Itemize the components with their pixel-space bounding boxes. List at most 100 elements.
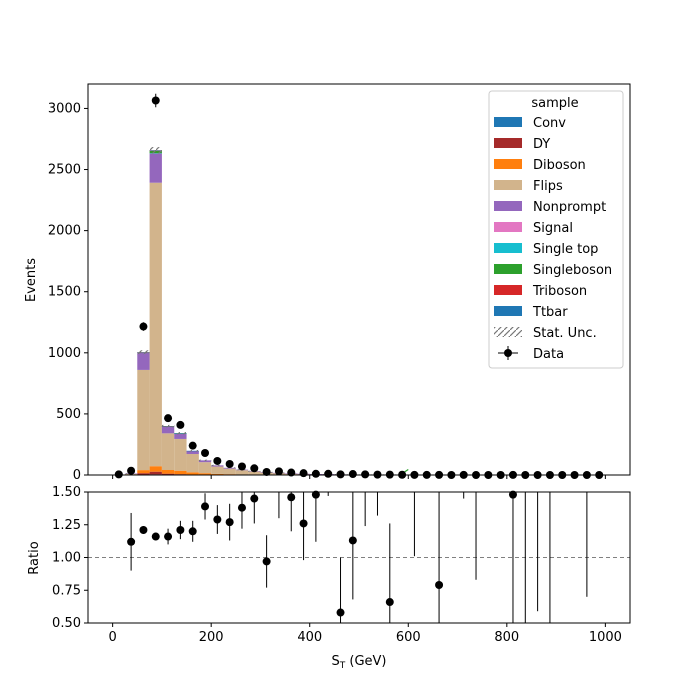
legend-entry-triboson: Triboson (494, 284, 587, 299)
legend-label: Data (533, 347, 564, 362)
bar-nonprompt (149, 153, 162, 183)
legend-swatch (494, 243, 522, 253)
legend-label: Flips (533, 179, 563, 194)
series-single-top (149, 153, 162, 154)
ratio-point (508, 490, 517, 499)
bar-flips (137, 369, 150, 471)
legend-label: Stat. Unc. (533, 326, 597, 341)
data-point (114, 470, 123, 479)
legend-label: Diboson (533, 158, 586, 173)
legend-swatch (494, 285, 522, 295)
data-point (348, 470, 357, 479)
legend-swatch (494, 180, 522, 190)
bar-diboson (211, 473, 224, 475)
ratio-y-axis: 0.50 0.75 1.00 1.25 1.50 (52, 485, 88, 631)
ratio-point (262, 557, 271, 566)
y-tick-label: 0 (73, 468, 81, 483)
ratio-point (151, 532, 160, 541)
data-point (151, 96, 160, 105)
x-tick-label: 1000 (589, 630, 622, 645)
legend-label: Ttbar (532, 305, 568, 320)
ratio-y-tick-label: 1.25 (52, 518, 81, 533)
legend-entry-diboson: Diboson (494, 158, 586, 173)
data-point (336, 470, 345, 479)
legend-entry-ttbar: Ttbar (494, 305, 568, 320)
y-tick-label: 2000 (48, 224, 81, 239)
data-point (188, 441, 197, 450)
data-point (213, 456, 222, 465)
legend-entry-data: Data (498, 346, 564, 362)
ratio-points (127, 490, 588, 623)
ratio-point (164, 532, 173, 541)
stat-unc-bar (211, 464, 224, 466)
bar-nonprompt (186, 450, 199, 454)
y-tick-label: 1500 (48, 285, 81, 300)
bar-nonprompt (161, 426, 175, 434)
legend-swatch (494, 159, 522, 169)
legend-label: Singleboson (533, 263, 612, 278)
bar-nonprompt (211, 465, 224, 467)
main-x-ticks (112, 475, 606, 479)
data-point (225, 460, 234, 469)
legend-label: Single top (533, 242, 598, 257)
ratio-point (201, 502, 210, 511)
ratio-point (435, 581, 444, 590)
legend-entry-dy: DY (494, 137, 550, 152)
bar-nonprompt (198, 460, 212, 463)
bar-flips (235, 470, 249, 475)
bar-diboson (149, 466, 162, 472)
ratio-point (225, 518, 234, 527)
bar-flips (211, 466, 224, 474)
legend-label: Triboson (532, 284, 587, 299)
x-axis: 0 200 400 600 800 1000 (108, 623, 622, 645)
legend-label: Signal (533, 221, 573, 236)
ratio-point (188, 527, 197, 536)
ratio-point (336, 608, 345, 617)
bar-dy (149, 471, 162, 475)
legend-title: sample (531, 96, 578, 111)
bar-nonprompt (137, 352, 150, 370)
legend-swatch (494, 264, 522, 274)
data-point (311, 469, 320, 478)
ratio-point (311, 490, 320, 499)
bar-diboson (137, 470, 150, 474)
bar-flips (248, 471, 261, 475)
legend-swatch (494, 306, 522, 316)
ratio-point (385, 598, 394, 607)
ratio-point (250, 494, 259, 503)
legend: sample Conv DY Diboson Flips Nonprompt Signal… (488, 90, 624, 369)
data-point (237, 462, 246, 471)
bar-diboson (161, 469, 175, 474)
ratio-plot-area (88, 492, 630, 623)
ratio-point (287, 493, 296, 502)
x-axis-label: ST (GeV) (331, 654, 386, 671)
ratio-point (139, 525, 148, 534)
bar-flips (161, 433, 175, 470)
legend-swatch (494, 117, 522, 127)
stat-unc-bar (186, 449, 199, 452)
y-tick-label: 2500 (48, 163, 81, 178)
stat-unc-bar (161, 424, 175, 428)
ratio-plot-panel: 0.50 0.75 1.00 1.25 1.50 0 200 400 600 800 1000 R… (27, 485, 631, 671)
y-tick-label: 1000 (48, 346, 81, 361)
ratio-point (237, 503, 246, 512)
x-tick-label: 800 (494, 630, 519, 645)
bar-dy (137, 473, 150, 475)
legend-label: Nonprompt (533, 200, 606, 215)
bar-single-top (149, 153, 162, 154)
legend-entry-nonprompt: Nonprompt (494, 200, 606, 215)
legend-entry-flips: Flips (494, 179, 563, 194)
data-point (127, 466, 136, 475)
main-y-axis-label: Events (24, 258, 39, 302)
bar-flips (223, 468, 236, 475)
legend-swatch (494, 222, 522, 232)
data-point (201, 449, 210, 458)
data-point (299, 469, 308, 478)
data-point (164, 414, 173, 423)
ratio-point (348, 536, 357, 545)
bar-diboson (186, 472, 199, 475)
legend-label: Conv (533, 116, 566, 131)
legend-entry-conv: Conv (494, 116, 566, 131)
ratio-y-tick-label: 1.50 (52, 485, 81, 500)
